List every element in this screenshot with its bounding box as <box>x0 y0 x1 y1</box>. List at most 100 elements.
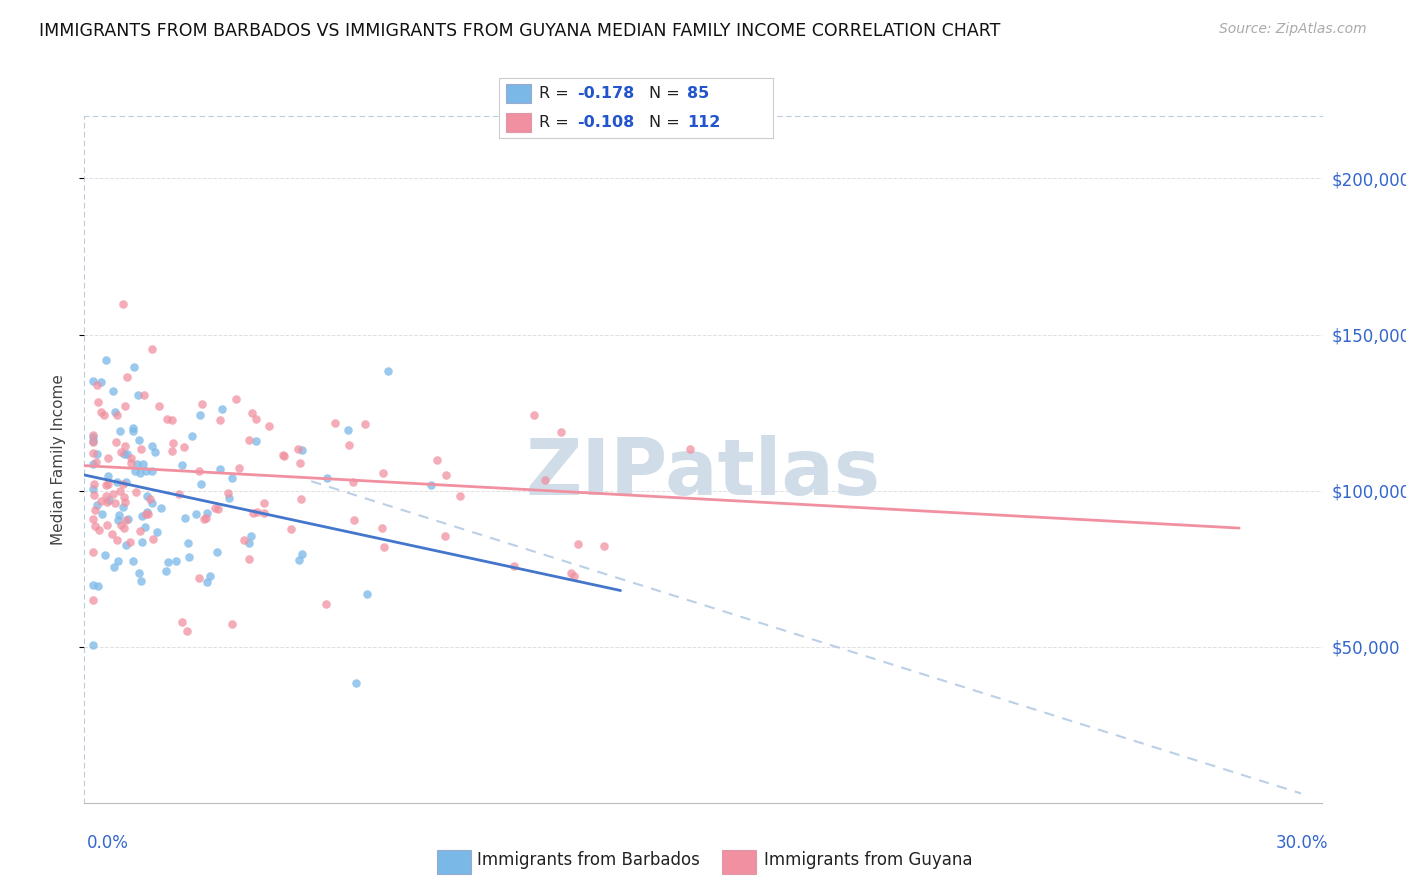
Point <box>449 489 471 503</box>
Bar <box>506 84 530 103</box>
Point <box>104 496 127 510</box>
Point <box>82 512 104 526</box>
Point <box>82 430 104 444</box>
Point <box>90 493 112 508</box>
Point <box>188 408 211 422</box>
Point <box>136 505 159 519</box>
Point <box>86 498 108 512</box>
Point <box>118 535 141 549</box>
Point <box>115 538 138 552</box>
Point <box>97 450 120 465</box>
Point <box>101 487 124 501</box>
Point <box>173 440 195 454</box>
Point <box>82 592 104 607</box>
Point <box>134 520 156 534</box>
Point <box>564 569 586 583</box>
Point <box>221 471 243 485</box>
Point <box>114 439 136 453</box>
Point <box>218 491 240 505</box>
Point <box>82 434 104 449</box>
Point <box>112 490 135 504</box>
Point <box>343 513 366 527</box>
Point <box>94 478 117 492</box>
Point <box>112 521 135 535</box>
Point <box>115 369 138 384</box>
Point <box>94 549 117 563</box>
Point <box>336 423 359 437</box>
Point <box>434 468 457 483</box>
Point <box>228 461 250 475</box>
Point <box>150 501 173 516</box>
Point <box>238 536 260 550</box>
Point <box>143 445 166 459</box>
Point <box>204 500 226 515</box>
Point <box>177 550 200 565</box>
Point <box>122 554 145 568</box>
Point <box>221 616 243 631</box>
Point <box>373 466 395 480</box>
Point <box>156 411 179 425</box>
Point <box>94 489 117 503</box>
Point <box>101 384 124 399</box>
Point <box>567 537 589 551</box>
Point <box>115 447 138 461</box>
Point <box>82 374 104 388</box>
Point <box>208 462 231 476</box>
Point <box>90 405 112 419</box>
Point <box>114 475 136 489</box>
Point <box>112 446 135 460</box>
Point <box>325 416 347 430</box>
Point <box>83 518 105 533</box>
Point <box>89 524 111 538</box>
Point <box>84 503 107 517</box>
Point <box>97 476 120 491</box>
Point <box>426 453 449 467</box>
Point <box>128 433 150 447</box>
Point <box>550 425 572 439</box>
Point <box>86 378 108 392</box>
Point <box>170 458 193 473</box>
Point <box>170 615 193 630</box>
Point <box>195 575 218 590</box>
Text: 30.0%: 30.0% <box>1277 834 1329 852</box>
Point <box>101 527 124 541</box>
Point <box>145 525 167 540</box>
Point <box>82 457 104 471</box>
Point <box>190 477 212 491</box>
Text: N =: N = <box>648 86 685 101</box>
Point <box>86 447 108 461</box>
Point <box>121 425 143 439</box>
Point <box>96 495 118 509</box>
Point <box>240 406 263 420</box>
Point <box>342 475 364 489</box>
Point <box>377 364 399 378</box>
Point <box>141 439 163 453</box>
Point <box>108 425 131 439</box>
Point <box>205 545 228 559</box>
Point <box>337 438 360 452</box>
Bar <box>437 850 471 874</box>
Point <box>176 536 198 550</box>
Point <box>108 484 131 499</box>
Point <box>208 413 231 427</box>
Point <box>253 506 276 520</box>
Point <box>134 388 156 402</box>
Point <box>129 524 152 539</box>
Point <box>120 450 142 465</box>
Point <box>503 558 526 573</box>
Point <box>165 554 187 568</box>
Point <box>273 450 295 464</box>
Point <box>288 552 311 566</box>
Point <box>128 566 150 581</box>
Point <box>136 489 159 503</box>
Y-axis label: Median Family Income: Median Family Income <box>51 374 66 545</box>
Point <box>139 492 162 507</box>
Point <box>207 502 229 516</box>
Text: Source: ZipAtlas.com: Source: ZipAtlas.com <box>1219 22 1367 37</box>
Point <box>112 297 135 311</box>
Point <box>419 477 441 491</box>
Point <box>167 487 190 501</box>
Point <box>115 513 138 527</box>
Point <box>291 547 314 561</box>
Point <box>103 559 125 574</box>
